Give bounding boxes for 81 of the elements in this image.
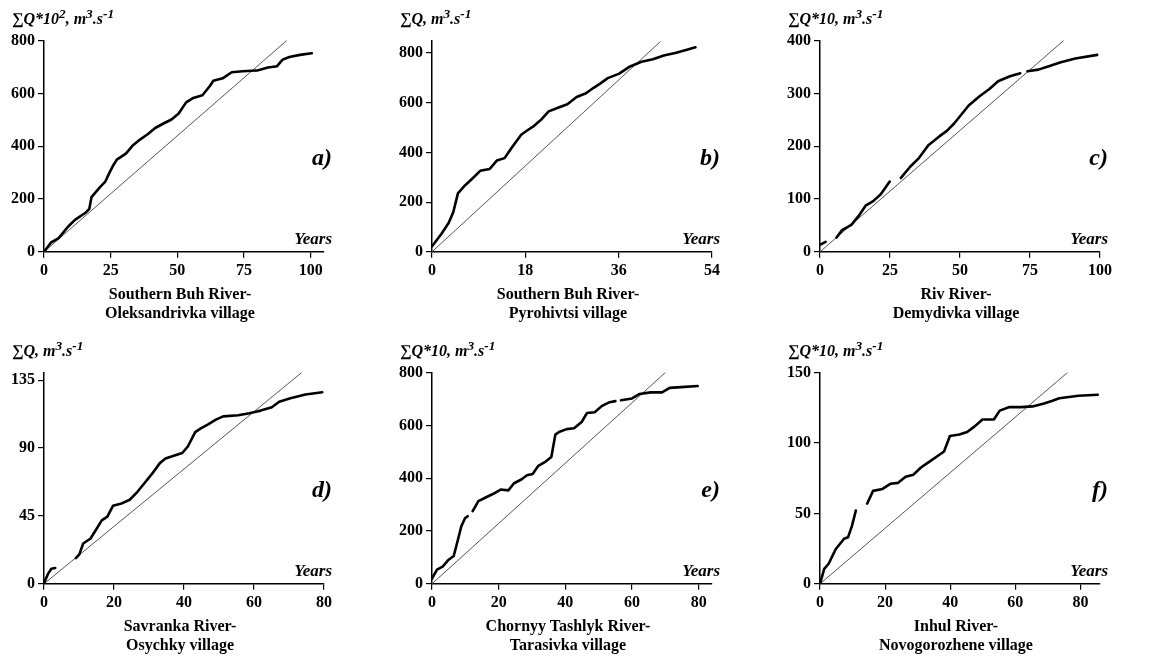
x-tick-label: 40: [176, 592, 192, 610]
x-tick-label: 20: [106, 592, 122, 610]
y-tick-label: 0: [803, 573, 811, 591]
x-tick-label: 20: [877, 592, 894, 610]
y-tick-label: 400: [399, 142, 423, 160]
y-tick-label: 200: [399, 521, 423, 539]
y-tick-label: 800: [399, 43, 423, 61]
x-tick-label: 80: [1072, 592, 1089, 610]
text: Inhul River- Novogorozhene village: [878, 616, 1034, 654]
y-tick-label: 0: [27, 241, 35, 259]
x-tick-label: 25: [102, 260, 119, 278]
y-tick-label: 800: [399, 362, 423, 380]
y-tick-label: 100: [787, 189, 811, 207]
x-tick-label: 0: [816, 260, 824, 278]
y-tick-label: 50: [795, 503, 811, 521]
y-axis-title: ∑Q*10, m$^{3}$.s$^{-1}$: [788, 6, 884, 29]
x-tick-label: 54: [704, 260, 720, 278]
y-tick-label: 0: [27, 573, 35, 591]
y-tick-label: 200: [787, 136, 811, 154]
y-tick-label: 200: [11, 189, 35, 207]
text: Chornyy Tashlyk River- Tarasivka village: [484, 616, 652, 654]
text: Southern Buh River- Pyrohivtsi village: [495, 284, 641, 322]
x-tick-label: 20: [490, 592, 507, 610]
annotation: a): [312, 144, 332, 171]
x-axis-title: Years: [1070, 228, 1109, 248]
y-axis-title: ∑Q, m$^{3}$.s$^{-1}$: [400, 6, 472, 29]
y-tick-label: 400: [399, 468, 423, 486]
x-tick-label: 60: [246, 592, 262, 610]
x-tick-label: 0: [40, 260, 48, 278]
x-axis-title: Years: [294, 228, 333, 248]
y-axis-title: ∑Q*10, m$^{3}$.s$^{-1}$: [788, 338, 884, 361]
annotation: f): [1092, 476, 1108, 503]
x-tick-label: 50: [169, 260, 186, 278]
y-tick-label: 400: [787, 30, 811, 48]
x-tick-label: 40: [942, 592, 959, 610]
y-tick-label: 0: [415, 241, 423, 259]
x-axis-title: Years: [682, 228, 721, 248]
y-tick-label: 150: [787, 362, 811, 380]
annotation: d): [312, 476, 332, 503]
y-tick-label: 600: [399, 92, 423, 110]
x-tick-label: 0: [40, 592, 48, 610]
y-tick-label: 300: [787, 83, 811, 101]
y-tick-label: 0: [415, 573, 423, 591]
text: Riv River- Demydivka village: [891, 284, 1021, 322]
y-tick-label: 600: [399, 415, 423, 433]
y-tick-label: 0: [803, 241, 811, 259]
x-tick-label: 75: [1022, 260, 1038, 278]
x-tick-label: 0: [428, 592, 436, 610]
annotation: e): [701, 476, 720, 503]
y-tick-label: 800: [11, 30, 35, 48]
x-tick-label: 0: [816, 592, 824, 610]
y-axis-title: ∑Q, m$^{3}$.s$^{-1}$: [12, 338, 84, 361]
x-tick-label: 80: [316, 592, 332, 610]
x-tick-label: 40: [557, 592, 574, 610]
y-axis-title: ∑Q*10, m$^{3}$.s$^{-1}$: [400, 338, 496, 361]
x-tick-label: 100: [298, 260, 323, 278]
y-tick-label: 400: [11, 136, 35, 154]
y-tick-label: 200: [399, 192, 423, 210]
x-tick-label: 25: [882, 260, 898, 278]
x-axis-title: Years: [682, 560, 721, 580]
text: Savranka River- Osychky village: [122, 616, 238, 654]
x-axis-title: Years: [1070, 560, 1109, 580]
x-tick-label: 75: [236, 260, 252, 278]
x-tick-label: 36: [610, 260, 627, 278]
y-tick-label: 45: [19, 506, 35, 524]
annotation: b): [700, 144, 720, 171]
x-axis-title: Years: [294, 560, 333, 580]
y-tick-label: 90: [19, 438, 35, 456]
text: Southern Buh River- Oleksandrivka village: [104, 284, 256, 322]
x-tick-label: 100: [1088, 260, 1112, 278]
x-tick-label: 60: [624, 592, 640, 610]
annotation: c): [1089, 144, 1108, 171]
x-tick-label: 18: [517, 260, 534, 278]
x-tick-label: 80: [690, 592, 707, 610]
x-tick-label: 60: [1007, 592, 1024, 610]
y-tick-label: 100: [787, 433, 811, 451]
y-tick-label: 600: [11, 83, 35, 101]
y-tick-label: 135: [11, 370, 35, 388]
y-axis-title: ∑Q*10$^{2}$, m$^{3}$.s$^{-1}$: [12, 6, 115, 29]
x-tick-label: 50: [952, 260, 968, 278]
x-tick-label: 0: [428, 260, 436, 278]
